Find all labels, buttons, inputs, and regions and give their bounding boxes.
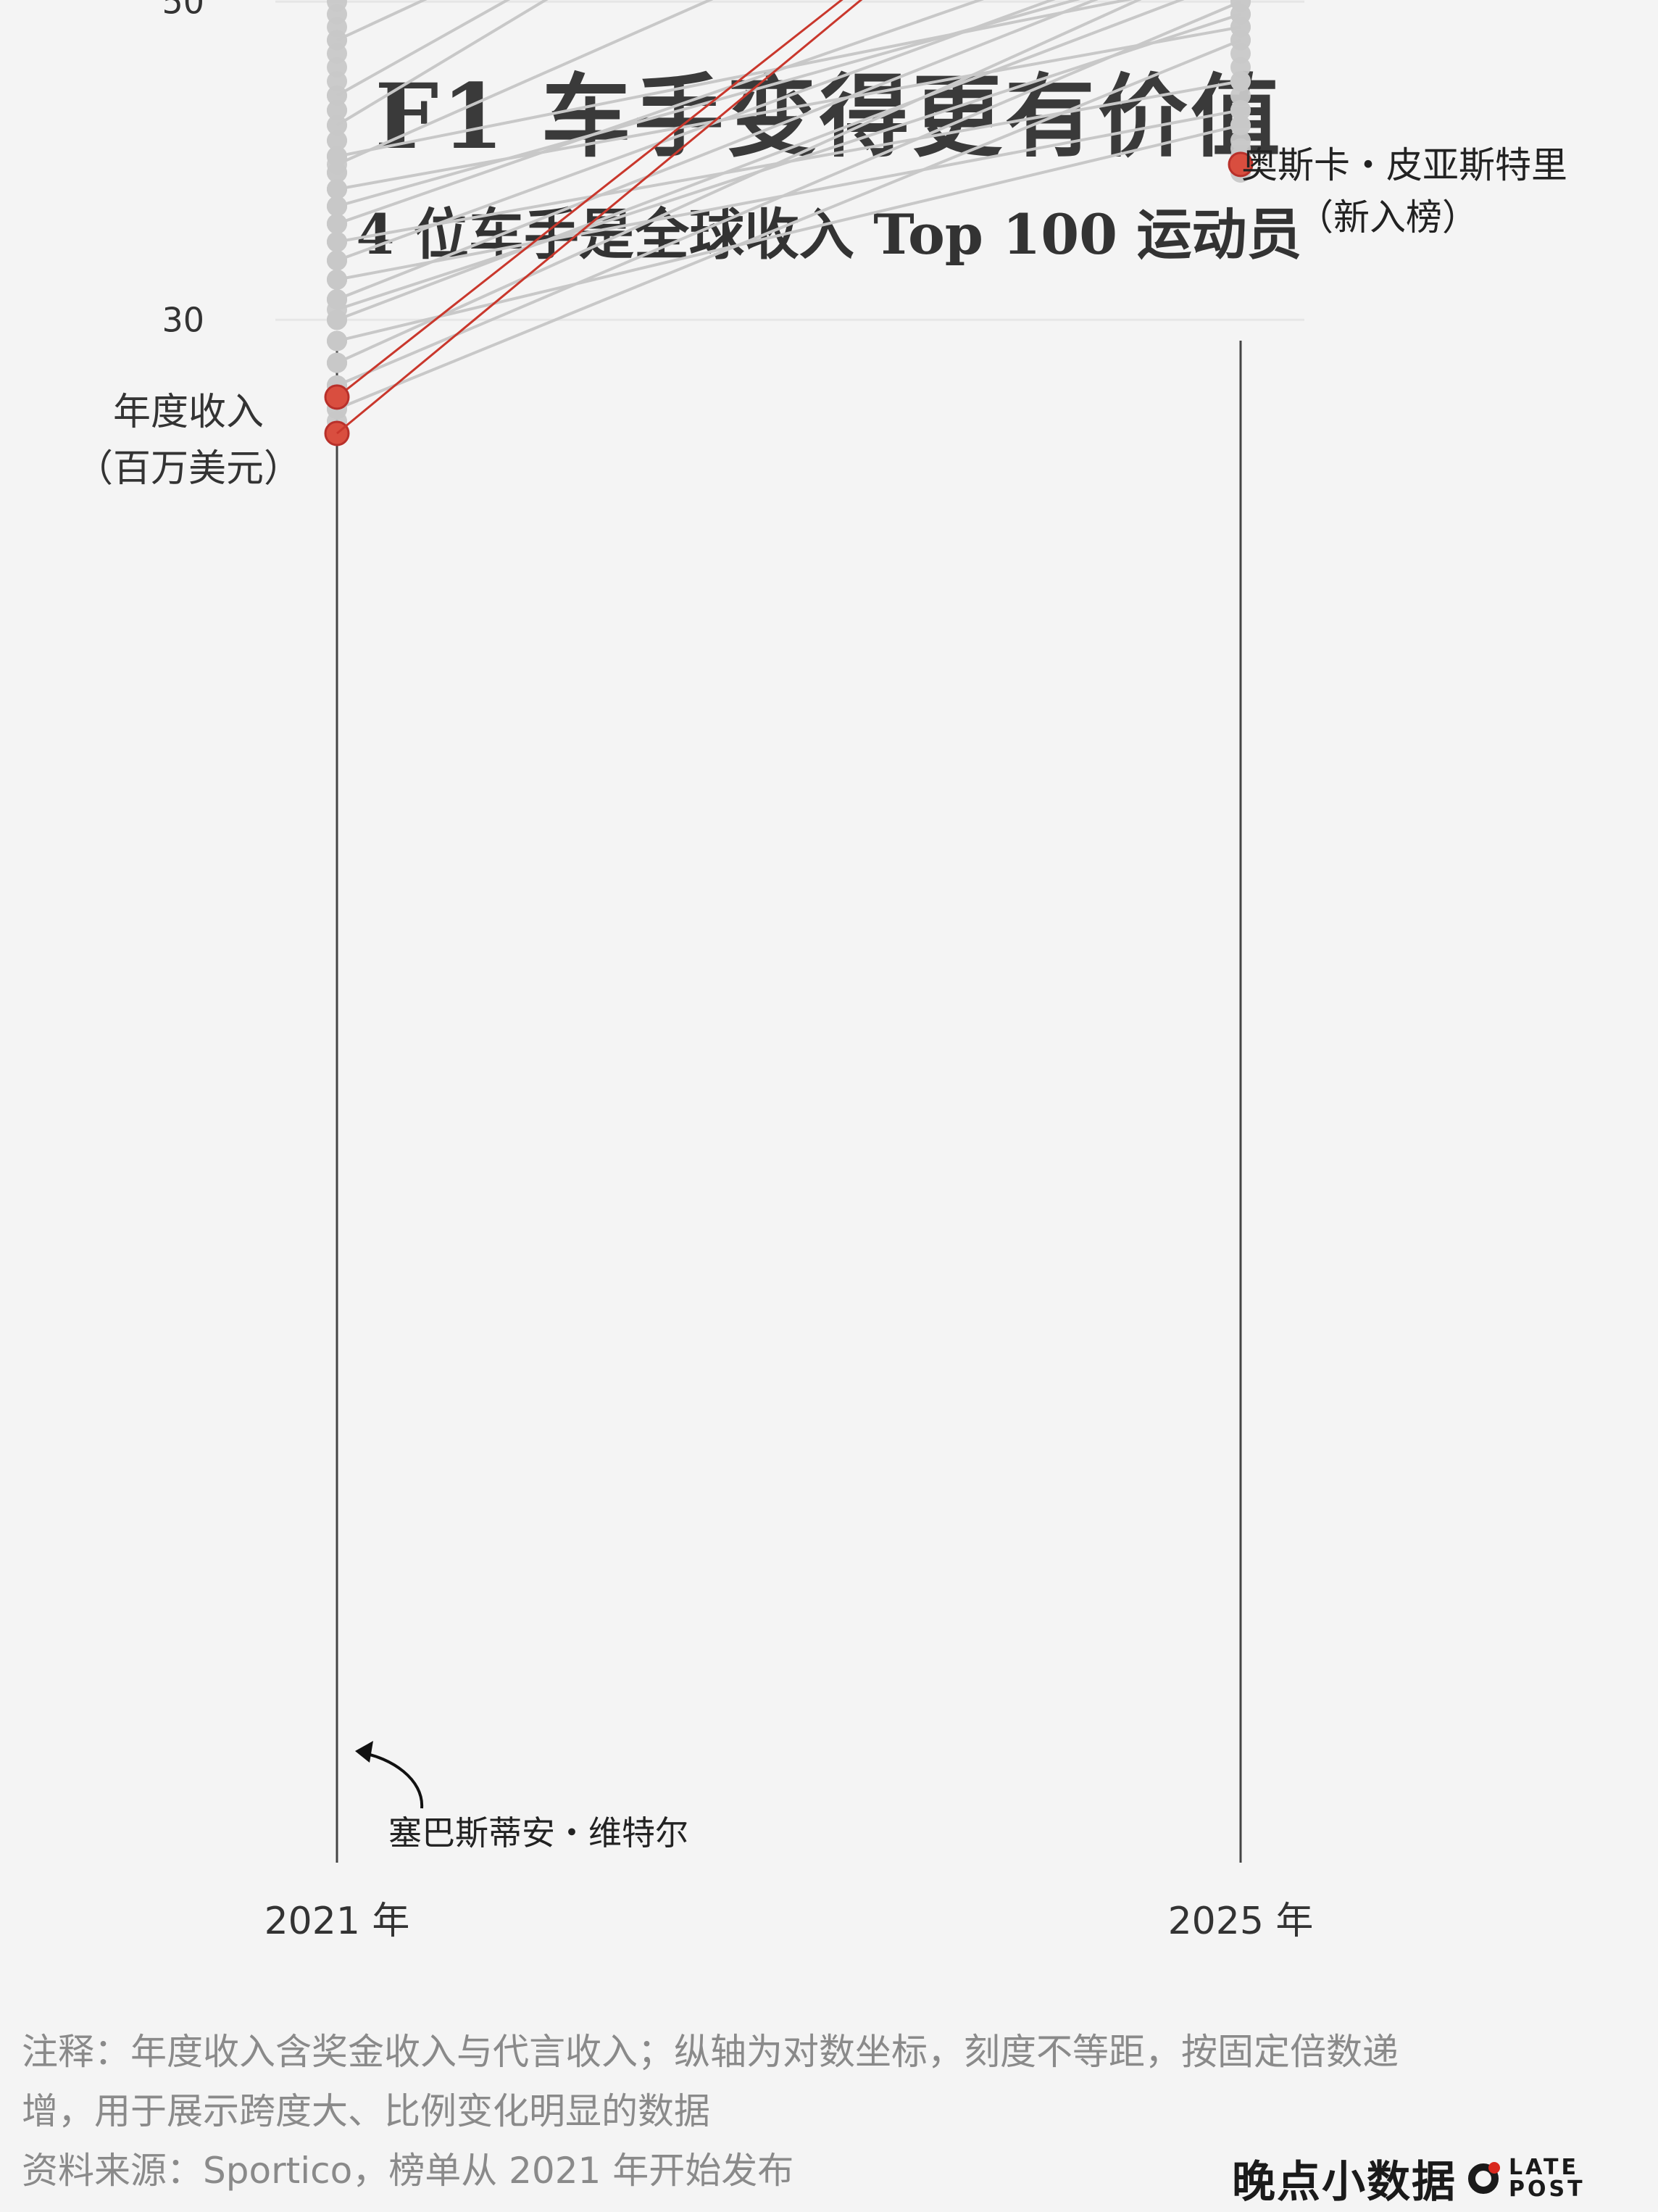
dot-2021-13	[327, 57, 347, 78]
other-athlete-dots	[327, 0, 1251, 431]
logo-text-post: POST	[1509, 2176, 1586, 2202]
chart-subtitle: 4 位车手是全球收入 Top 100 运动员	[356, 202, 1302, 267]
note-line-1: 注释：年度收入含奖金收入与代言收入；纵轴为对数坐标，刻度不等距，按固定倍数递	[22, 2031, 1399, 2073]
x-axis-labels: 2021 年 2025 年	[264, 1900, 1314, 1943]
dot-2025-33	[1230, 85, 1251, 106]
dot-2021-17	[327, 100, 347, 121]
line-dot-2021-24	[327, 146, 347, 167]
other-line-24	[336, 0, 1133, 158]
y-tick-labels: 2001005030	[162, 0, 204, 339]
other-athlete-lines	[336, 0, 1241, 411]
other-line-25	[336, 12, 1241, 311]
y-axis-label-line1: 年度收入	[112, 391, 264, 434]
f1-line-1	[336, 0, 843, 399]
other-line-22	[336, 38, 1241, 411]
y-tick-50: 50	[162, 0, 204, 21]
y-axis-label: 年度收入 （百万美元）	[72, 384, 304, 497]
brand-name: 晚点小数据	[1232, 2157, 1457, 2208]
athlete-labels: C 罗康纳・麦格雷戈梅西卡内洛・阿尔瓦雷斯刘易斯・汉密尔顿马克斯・维斯塔潘兰多・…	[355, 144, 1567, 1853]
line-dot-2021-8	[327, 30, 347, 51]
x-label-0: 2021 年	[264, 1900, 410, 1943]
line-dot-2021-10	[327, 115, 347, 136]
logo-text-late: LATE	[1509, 2154, 1579, 2180]
line-dot-2021-14	[327, 231, 347, 252]
slope-chart: 2001005030 C 罗康纳・麦格雷戈梅西卡内洛・阿尔瓦雷斯刘易斯・汉密尔顿…	[162, 0, 1567, 1943]
other-line-20	[336, 0, 1142, 365]
dot-2025-31	[1230, 57, 1251, 78]
dot-2021-14	[327, 71, 347, 92]
note-line-3: 资料来源：Sportico，榜单从 2021 年开始发布	[22, 2150, 794, 2192]
other-line-19	[336, 123, 1241, 343]
f1-line-connector	[336, 0, 863, 435]
other-line-21	[336, 0, 1241, 387]
f1-dot-1-0	[324, 384, 350, 410]
other-line-11	[336, 0, 714, 166]
line-dot-2025-16	[1230, 100, 1251, 121]
year-axes	[336, 341, 1242, 1863]
notes: 注释：年度收入含奖金收入与代言收入；纵轴为对数坐标，刻度不等距，按固定倍数递 增…	[22, 2022, 1616, 2200]
other-line-13	[336, 0, 985, 225]
line-dot-2025-25	[1230, 4, 1251, 25]
vettel-arrowhead-icon	[355, 1741, 373, 1763]
line-dot-2025-22	[1230, 30, 1251, 51]
line-dot-2021-9	[327, 85, 347, 106]
other-line-23	[336, 0, 1080, 208]
other-line-17	[336, 0, 1099, 301]
line-dot-2021-20	[327, 352, 347, 373]
brand: 晚点小数据 LATE POST	[1232, 2147, 1586, 2210]
other-line-10	[336, 0, 549, 127]
line-dot-2025-14	[1230, 71, 1251, 92]
line-dot-2025-19	[1230, 115, 1251, 136]
other-line-12	[336, 25, 1241, 191]
note-line-2: 增，用于展示跨度大、比例变化明显的数据	[22, 2090, 710, 2132]
y-axis-label-line2: （百万美元）	[75, 447, 301, 491]
line-dot-2021-25	[327, 299, 347, 320]
logo-ring-icon	[1468, 2161, 1500, 2194]
y-tick-30: 30	[162, 300, 204, 339]
x-label-1: 2025 年	[1168, 1900, 1314, 1943]
latepost-logo-icon: LATE POST	[1468, 2154, 1586, 2202]
f1-driver-series	[324, 0, 1254, 446]
label-piastri-note: （新入榜）	[1297, 196, 1478, 238]
line-dot-2021-19	[327, 330, 347, 352]
f1-dot-3-1	[1228, 151, 1254, 178]
dot-2021-20	[327, 130, 347, 151]
line-dot-2021-16	[327, 269, 347, 290]
label-piastri: 奥斯卡・皮亚斯特里	[1241, 144, 1567, 186]
line-dot-2021-23	[327, 196, 347, 217]
other-line-15	[336, 0, 1056, 262]
line-dot-2021-12	[327, 179, 347, 200]
line-dot-2021-15	[327, 250, 347, 271]
label-vettel: 塞巴斯蒂安・维特尔	[388, 1813, 688, 1853]
other-line-9	[336, 0, 511, 97]
line-dot-2021-13	[327, 213, 347, 234]
other-line-18	[336, 0, 1185, 322]
